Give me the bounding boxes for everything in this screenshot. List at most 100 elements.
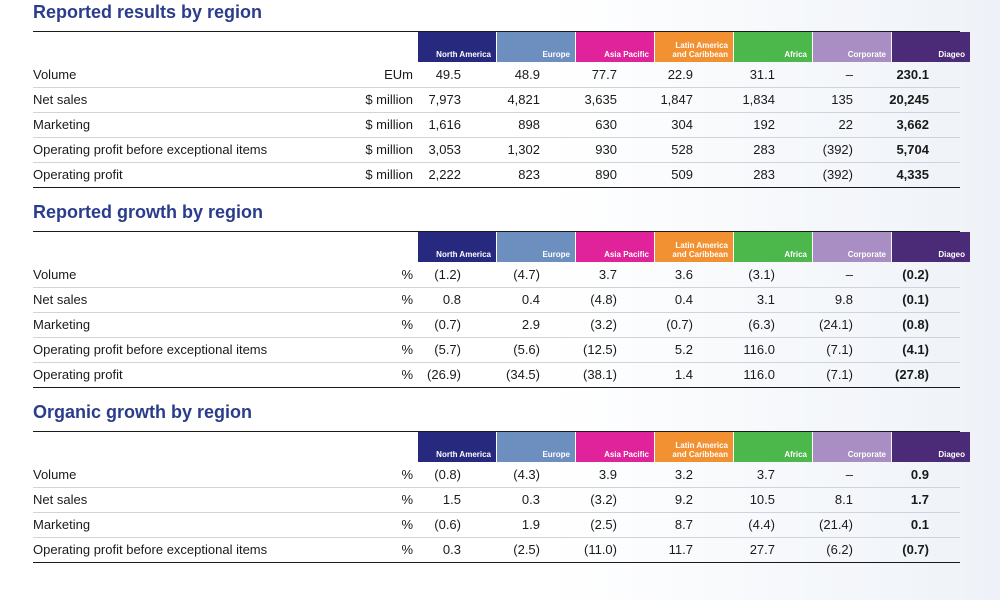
column-header-line: and Caribbean xyxy=(672,250,728,259)
table-row: Net sales $ million 7,973 4,821 3,635 1,847 1,… xyxy=(33,88,960,113)
value-cell: 283 xyxy=(753,167,775,182)
column-header-north-america: North America xyxy=(418,432,496,462)
column-header-label: Diageo xyxy=(938,450,965,459)
row-label: Net sales xyxy=(33,92,88,107)
value-cell: 0.3 xyxy=(442,542,461,557)
value-cell: 7,973 xyxy=(428,92,461,107)
row-unit: % xyxy=(401,292,413,307)
row-label: Net sales xyxy=(33,292,88,307)
column-header-latin-america-and-caribbean: Latin America and Caribbean xyxy=(655,232,733,262)
column-header-line: Latin America xyxy=(675,41,728,50)
value-cell: 3.7 xyxy=(598,267,617,282)
value-cell: 930 xyxy=(595,142,617,157)
row-unit: % xyxy=(401,367,413,382)
value-cell: (7.1) xyxy=(826,342,853,357)
row-label: Operating profit xyxy=(33,167,123,182)
value-cell: 2,222 xyxy=(428,167,461,182)
column-header-label: North America xyxy=(436,450,491,459)
value-cell: 230.1 xyxy=(896,67,929,82)
value-cell: 5.2 xyxy=(674,342,693,357)
column-header-label: Africa xyxy=(784,50,807,59)
row-label: Operating profit before exceptional item… xyxy=(33,542,268,557)
row-label: Operating profit before exceptional item… xyxy=(33,342,268,357)
table-row: Operating profit% (26.9) (34.5) (38.1) 1.4 11… xyxy=(33,363,960,388)
row-unit: % xyxy=(401,492,413,507)
value-cell: (0.2) xyxy=(902,267,929,282)
value-cell: 8.1 xyxy=(834,492,853,507)
value-cell: 898 xyxy=(518,117,540,132)
table-row: Volume% (0.8) (4.3) 3.9 3.2 3.7 – 0.9 xyxy=(33,463,960,488)
column-header-line: Latin America xyxy=(675,241,728,250)
column-header-label: Corporate xyxy=(847,450,886,459)
value-cell: 283 xyxy=(753,142,775,157)
column-header-latin-america-and-caribbean: Latin America and Caribbean xyxy=(655,32,733,62)
value-cell: 4,335 xyxy=(896,167,929,182)
value-cell: (5.7) xyxy=(434,342,461,357)
column-header-label: Europe xyxy=(542,50,570,59)
value-cell: (26.9) xyxy=(427,367,461,382)
value-cell: 0.9 xyxy=(910,467,929,482)
value-cell: 3,053 xyxy=(428,142,461,157)
row-unit: $ million xyxy=(365,92,413,107)
value-cell: (1.2) xyxy=(434,267,461,282)
value-cell: (392) xyxy=(822,142,853,157)
value-cell: (27.8) xyxy=(895,367,929,382)
column-header-label: Diageo xyxy=(938,250,965,259)
table-row: Operating profit before exceptional item… xyxy=(33,138,960,163)
row-unit: $ million xyxy=(365,142,413,157)
column-header-asia-pacific: Asia Pacific xyxy=(576,32,654,62)
section-3: Organic growth by region North America Eur… xyxy=(0,400,1000,600)
value-cell: 0.4 xyxy=(521,292,540,307)
row-label: Operating profit xyxy=(33,367,123,382)
value-cell: (0.6) xyxy=(434,517,461,532)
value-cell: 1,616 xyxy=(428,117,461,132)
value-cell: (4.8) xyxy=(590,292,617,307)
column-header-asia-pacific: Asia Pacific xyxy=(576,232,654,262)
column-header-diageo: Diageo xyxy=(892,32,970,62)
table-row: Net sales% 1.5 0.3 (3.2) 9.2 10.5 8.1 1.7 xyxy=(33,488,960,513)
row-unit: % xyxy=(401,542,413,557)
column-header-diageo: Diageo xyxy=(892,432,970,462)
column-header-label: Africa xyxy=(784,250,807,259)
value-cell: 0.3 xyxy=(521,492,540,507)
value-cell: 1.4 xyxy=(674,367,693,382)
column-header-corporate: Corporate xyxy=(813,432,891,462)
value-cell: 116.0 xyxy=(743,367,775,382)
value-cell: 31.1 xyxy=(749,67,775,82)
column-header-label: Europe xyxy=(542,250,570,259)
value-cell: (0.7) xyxy=(902,542,929,557)
column-header-line: Latin America xyxy=(675,441,728,450)
value-cell: (24.1) xyxy=(819,317,853,332)
value-cell: (3.2) xyxy=(590,317,617,332)
value-cell: 116.0 xyxy=(743,342,775,357)
value-cell: – xyxy=(845,67,853,82)
column-header-label: Asia Pacific xyxy=(604,450,649,459)
value-cell: 3.7 xyxy=(756,467,775,482)
row-unit: $ million xyxy=(365,117,413,132)
row-label: Marketing xyxy=(33,517,91,532)
value-cell: (0.7) xyxy=(666,317,693,332)
table-row: Marketing $ million 1,616 898 630 304 192 22 3,6… xyxy=(33,113,960,138)
row-label: Net sales xyxy=(33,492,88,507)
column-header-corporate: Corporate xyxy=(813,232,891,262)
column-header-label: Corporate xyxy=(847,250,886,259)
column-header-north-america: North America xyxy=(418,32,496,62)
table-top-rule xyxy=(33,431,960,432)
value-cell: 10.5 xyxy=(749,492,775,507)
row-unit: % xyxy=(401,517,413,532)
value-cell: (0.7) xyxy=(434,317,461,332)
value-cell: 49.5 xyxy=(435,67,461,82)
column-header-label: Africa xyxy=(784,450,807,459)
value-cell: (6.3) xyxy=(748,317,775,332)
column-header-africa: Africa xyxy=(734,232,812,262)
value-cell: 20,245 xyxy=(889,92,929,107)
row-label: Volume xyxy=(33,467,77,482)
value-cell: (21.4) xyxy=(819,517,853,532)
value-cell: 1.7 xyxy=(910,492,929,507)
value-cell: 0.1 xyxy=(910,517,929,532)
value-cell: (3.1) xyxy=(748,267,775,282)
value-cell: 3.6 xyxy=(674,267,693,282)
value-cell: (2.5) xyxy=(513,542,540,557)
row-unit: % xyxy=(401,267,413,282)
value-cell: 1,847 xyxy=(660,92,693,107)
